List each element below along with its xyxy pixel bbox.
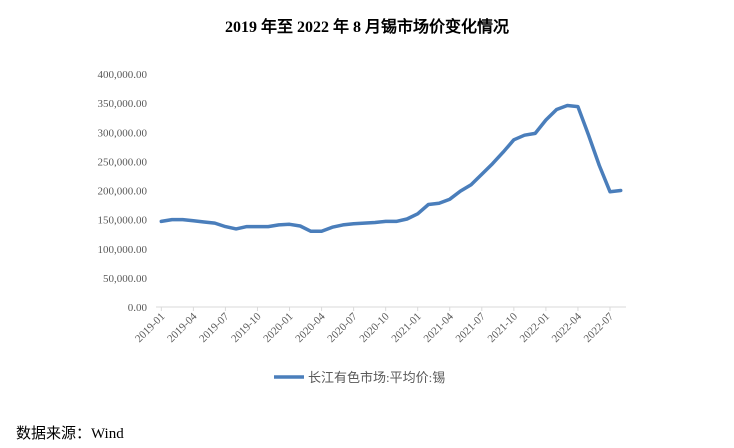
x-tick-label: 2022-04 [550, 310, 585, 345]
y-tick-label: 150,000.00 [98, 215, 148, 227]
y-tick-label: 200,000.00 [98, 186, 148, 198]
x-tick-label: 2020-01 [261, 311, 295, 345]
x-tick-label: 2019-07 [197, 310, 232, 345]
y-axis-labels: 0.00 50,000.00 100,000.00 150,000.00 200,000… [98, 69, 148, 314]
y-tick-label: 300,000.00 [98, 127, 148, 139]
x-tick-label: 2021-04 [421, 310, 456, 345]
source-note: 数据来源：Wind [16, 426, 124, 442]
x-tick-label: 2020-04 [293, 310, 328, 345]
x-tick-label: 2019-10 [229, 310, 264, 345]
legend-label: 长江有色市场:平均价:锡 [308, 370, 445, 385]
y-tick-label: 350,000.00 [98, 98, 148, 110]
legend: 长江有色市场:平均价:锡 [274, 370, 445, 385]
x-tick-label: 2022-01 [518, 311, 552, 345]
series-line-tin-price [159, 103, 623, 234]
x-tick-label: 2019-01 [133, 311, 167, 345]
x-tick-label: 2022-07 [582, 310, 617, 345]
y-tick-label: 50,000.00 [103, 273, 148, 285]
x-tick-label: 2020-10 [357, 310, 392, 345]
x-axis-labels: 2019-012019-042019-072019-102020-012020-… [133, 310, 616, 345]
x-tick-label: 2020-07 [325, 310, 360, 345]
chart-title: 2019 年至 2022 年 8 月锡市场价变化情况 [224, 19, 509, 36]
y-tick-label: 250,000.00 [98, 156, 148, 168]
x-axis-ticks [160, 307, 611, 311]
y-tick-label: 100,000.00 [98, 244, 148, 256]
x-tick-label: 2021-01 [389, 311, 423, 345]
x-tick-label: 2021-07 [454, 310, 489, 345]
y-tick-label: 0.00 [128, 302, 148, 314]
x-tick-label: 2021-10 [486, 310, 521, 345]
y-tick-label: 400,000.00 [98, 69, 148, 81]
x-tick-label: 2019-04 [165, 310, 200, 345]
